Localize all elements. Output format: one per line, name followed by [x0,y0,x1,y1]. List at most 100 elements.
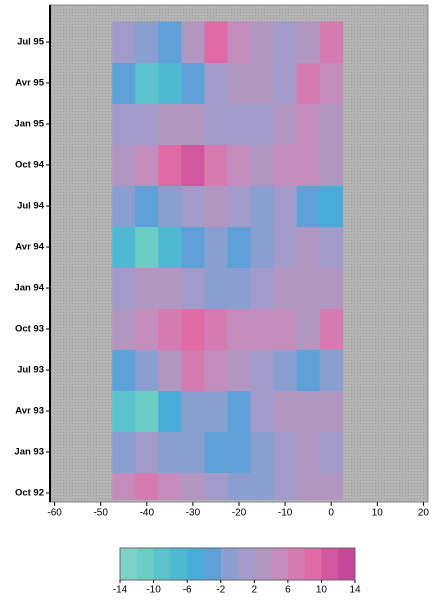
cell [135,144,159,186]
cell [273,144,298,186]
cell [273,62,298,104]
cell [181,185,205,227]
x-tick-label: -30 [186,508,201,519]
cell [135,21,159,63]
x-tick-label: -40 [140,508,155,519]
colorbar-swatch [136,548,155,580]
x-tick-label: -50 [93,508,108,519]
cell [112,103,136,145]
y-tick-label: Jan 95 [14,119,44,130]
y-tick-label: Jan 93 [14,447,44,458]
cell [319,226,344,268]
colorbar-swatch [271,548,289,580]
cell [273,308,298,350]
cell [319,308,344,350]
cell [204,349,228,391]
cell [204,308,228,350]
cell [135,226,159,268]
cell [296,472,321,500]
colorbar-swatch [237,548,255,580]
cell [158,431,182,473]
cell [135,103,159,145]
cell [158,185,182,227]
x-tick-label: 10 [372,508,384,519]
colorbar-swatch [170,548,188,580]
cell [181,267,205,309]
cell [227,144,252,186]
cell [250,185,275,227]
cell [181,103,205,145]
cell [273,185,298,227]
cell [135,185,159,227]
cell [135,472,159,500]
colorbar-swatch [120,548,138,580]
cell [135,390,159,432]
cell [273,103,298,145]
cell [158,21,182,63]
colorbar-swatch [287,548,306,580]
cell [204,431,228,473]
cell [227,62,252,104]
cell [112,226,136,268]
cell [181,226,205,268]
cell [112,185,136,227]
cell [319,21,344,63]
cell [227,431,252,473]
axes: Oct 92 Jan 93 Avr 93 Jul 93 Oct 93 Jan 94 Avr … [14,37,429,596]
cell [158,472,182,500]
y-tick-label: Jul 94 [17,201,45,212]
cell [204,103,228,145]
cell [250,21,275,63]
cell [158,103,182,145]
colorbar-swatch [153,548,171,580]
cell [112,62,136,104]
cell [227,21,252,63]
cell [296,308,321,350]
cell [181,390,205,432]
cell [181,349,205,391]
x-tick-label: -10 [278,508,293,519]
cell [112,308,136,350]
colorbar-swatch [304,548,322,580]
cell [296,62,321,104]
cell [204,62,228,104]
cell [158,226,182,268]
cell [181,21,205,63]
y-tick-label: Jul 93 [17,365,44,376]
cell [158,349,182,391]
cell [204,390,228,432]
colorbar-tick-label: -2 [216,585,225,596]
x-tick-label: -20 [232,508,247,519]
cell [273,21,298,63]
cell [158,144,182,186]
cell [227,308,252,350]
cell [296,103,321,145]
colorbar-tick-label: -6 [183,585,192,596]
cell [319,62,344,104]
x-tick-label: 0 [328,508,334,519]
cell [227,226,252,268]
cell [296,349,321,391]
cell [181,144,205,186]
colorbar-tick-label: -14 [113,585,128,596]
cell [204,226,228,268]
cell [204,185,228,227]
cell [319,390,344,432]
cell [135,62,159,104]
cell [158,308,182,350]
y-tick-label: Oct 92 [15,488,44,499]
colorbar-tick-label: 2 [252,585,258,596]
cell [112,390,136,432]
cell [227,390,252,432]
cell [296,431,321,473]
cell [319,185,344,227]
cell [273,472,298,500]
cell [135,267,159,309]
cell [227,349,252,391]
cell [296,390,321,432]
cell [204,21,228,63]
cell [273,267,298,309]
cell [158,390,182,432]
cell [204,144,228,186]
